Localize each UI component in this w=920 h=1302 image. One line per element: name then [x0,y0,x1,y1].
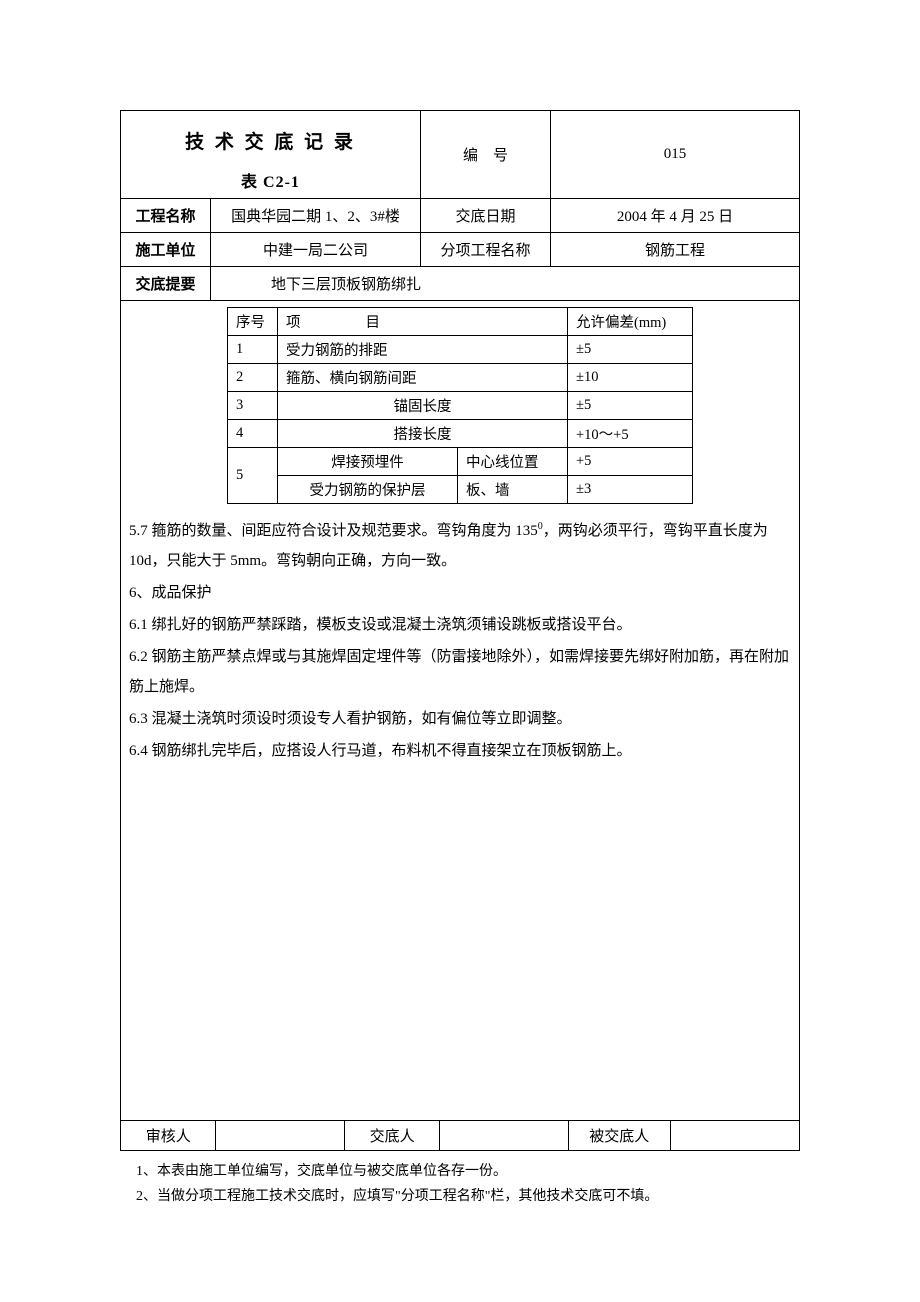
table-row: 受力钢筋的保护层 板、墙 ±3 [228,476,693,504]
paragraph: 6、成品保护 [129,578,791,608]
reviewer-label: 审核人 [121,1121,216,1150]
table-row: 5 焊接预埋件 中心线位置 +5 [228,448,693,476]
unit-label: 施工单位 [121,233,211,267]
paragraph: 6.4 钢筋绑扎完毕后，应搭设人行马道，布料机不得直接架立在顶板钢筋上。 [129,736,791,766]
header-seq: 序号 [228,308,278,336]
subeng-value: 钢筋工程 [551,233,800,267]
cell-seq: 1 [228,336,278,364]
cell-seq: 5 [228,448,278,504]
cell-item: 受力钢筋的保护层 [278,476,458,504]
content-area: 序号 项 目 允许偏差(mm) 1 受力钢筋的排距 ±5 2 箍筋、横向钢筋间距… [121,301,800,1121]
date-label: 交底日期 [421,199,551,233]
table-row: 1 受力钢筋的排距 ±5 [228,336,693,364]
cell-tol: ±5 [568,392,693,420]
note-1: 1、本表由施工单位编写，交底单位与被交底单位各存一份。 [136,1159,800,1184]
cell-sub: 中心线位置 [458,448,568,476]
cell-tol: ±10 [568,364,693,392]
record-form-table: 技 术 交 底 记 录 编 号 015 表 C2-1 工程名称 国典华园二期 1… [120,110,800,1151]
reviewer-value [216,1121,345,1150]
form-title: 技 术 交 底 记 录 [129,117,412,156]
summary-value: 地下三层顶板钢筋绑扎 [211,267,800,301]
paragraph: 6.2 钢筋主筋严禁点焊或与其施焊固定埋件等（防雷接地除外），如需焊接要先绑好附… [129,642,791,702]
project-value: 国典华园二期 1、2、3#楼 [211,199,421,233]
table-row: 4 搭接长度 +10～+5 [228,420,693,448]
cell-tol: ±5 [568,336,693,364]
cell-seq: 3 [228,392,278,420]
date-value: 2004 年 4 月 25 日 [551,199,800,233]
signature-row: 审核人 交底人 被交底人 [121,1121,800,1151]
cell-seq: 4 [228,420,278,448]
disclosure-label: 交底人 [345,1121,440,1150]
table-row: 2 箍筋、横向钢筋间距 ±10 [228,364,693,392]
header-tol: 允许偏差(mm) [568,308,693,336]
subtitle-cell: 表 C2-1 [121,162,421,199]
footnotes: 1、本表由施工单位编写，交底单位与被交底单位各存一份。 2、当做分项工程施工技术… [120,1159,800,1209]
summary-label: 交底提要 [121,267,211,301]
cell-item: 锚固长度 [278,392,568,420]
cell-tol: +5 [568,448,693,476]
table-row: 3 锚固长度 ±5 [228,392,693,420]
paragraph: 6.1 绑扎好的钢筋严禁踩踏，模板支设或混凝土浇筑须铺设跳板或搭设平台。 [129,610,791,640]
paragraph: 5.7 箍筋的数量、间距应符合设计及规范要求。弯钩角度为 1350，两钩必须平行… [129,516,791,576]
recipient-value [670,1121,799,1150]
unit-value: 中建一局二公司 [211,233,421,267]
cell-tol: ±3 [568,476,693,504]
form-subtitle: 表 C2-1 [129,168,412,192]
cell-item: 焊接预埋件 [278,448,458,476]
body-text: 5.7 箍筋的数量、间距应符合设计及规范要求。弯钩角度为 1350，两钩必须平行… [129,516,791,766]
paragraph: 6.3 混凝土浇筑时须设时须设专人看护钢筋，如有偏位等立即调整。 [129,704,791,734]
cell-sub: 板、墙 [458,476,568,504]
cell-item: 搭接长度 [278,420,568,448]
cell-tol: +10～+5 [568,420,693,448]
cell-item: 受力钢筋的排距 [278,336,568,364]
note-2: 2、当做分项工程施工技术交底时，应填写"分项工程名称"栏，其他技术交底可不填。 [136,1184,800,1209]
subeng-label: 分项工程名称 [421,233,551,267]
number-label: 编 号 [421,111,551,199]
header-item: 项 目 [278,308,568,336]
table-header-row: 序号 项 目 允许偏差(mm) [228,308,693,336]
project-label: 工程名称 [121,199,211,233]
disclosure-value [440,1121,569,1150]
footer-table: 审核人 交底人 被交底人 [121,1121,799,1150]
number-value: 015 [551,111,800,199]
title-cell: 技 术 交 底 记 录 [121,111,421,163]
cell-seq: 2 [228,364,278,392]
tolerance-table: 序号 项 目 允许偏差(mm) 1 受力钢筋的排距 ±5 2 箍筋、横向钢筋间距… [227,307,693,504]
recipient-label: 被交底人 [568,1121,670,1150]
cell-item: 箍筋、横向钢筋间距 [278,364,568,392]
